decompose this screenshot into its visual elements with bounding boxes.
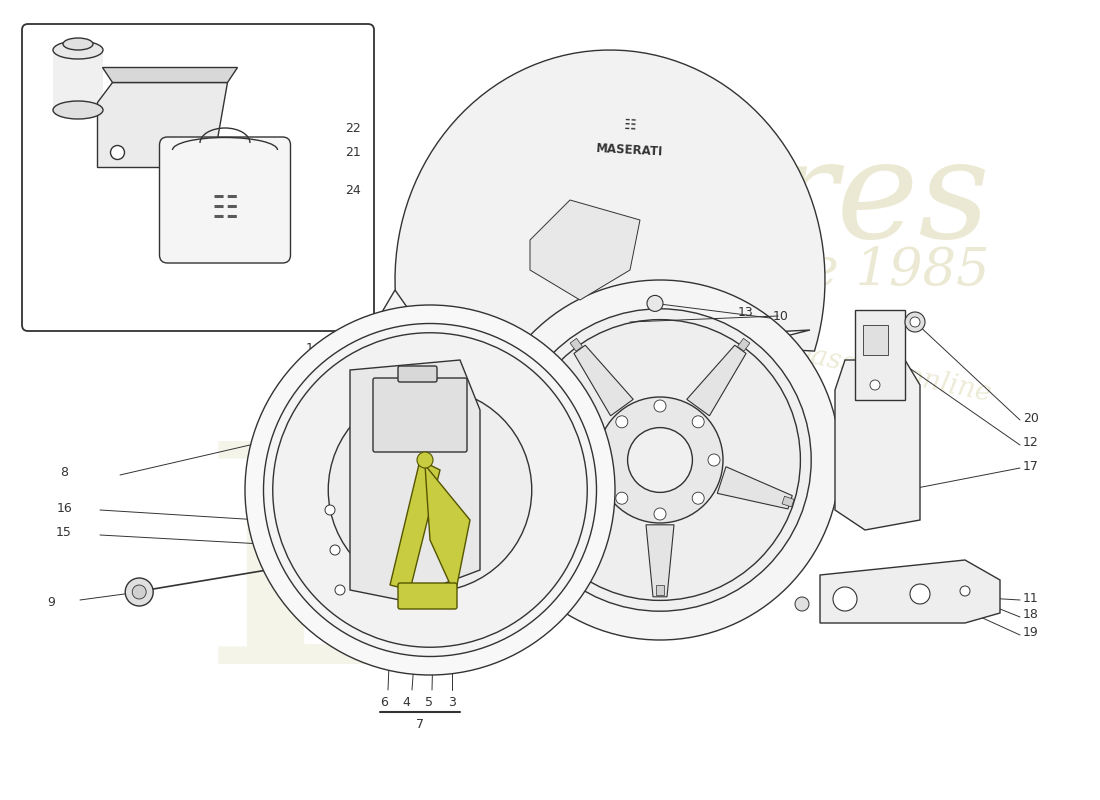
Circle shape (597, 397, 723, 523)
Circle shape (960, 586, 970, 596)
Text: ☷: ☷ (624, 118, 637, 132)
Circle shape (417, 452, 433, 468)
Bar (656, 585, 664, 594)
Circle shape (330, 545, 340, 555)
Text: 2: 2 (306, 366, 313, 378)
Bar (526, 496, 538, 507)
Circle shape (480, 280, 840, 640)
Polygon shape (390, 460, 440, 590)
Text: 13: 13 (737, 306, 754, 319)
Circle shape (905, 312, 925, 332)
Circle shape (393, 453, 468, 527)
Text: 17: 17 (1023, 459, 1038, 473)
Text: 9: 9 (47, 595, 55, 609)
Circle shape (692, 416, 704, 428)
Bar (738, 338, 750, 351)
Text: 16: 16 (56, 502, 72, 514)
Circle shape (795, 597, 808, 611)
Ellipse shape (53, 41, 103, 59)
Text: E: E (204, 432, 437, 728)
Circle shape (692, 492, 704, 504)
FancyBboxPatch shape (373, 378, 468, 452)
Polygon shape (686, 346, 746, 416)
Circle shape (654, 400, 666, 412)
Text: 11: 11 (1023, 591, 1038, 605)
Text: 14: 14 (332, 386, 348, 398)
Polygon shape (820, 560, 1000, 623)
Circle shape (328, 388, 531, 592)
Polygon shape (835, 360, 920, 530)
Circle shape (600, 454, 612, 466)
Text: 4: 4 (402, 695, 410, 709)
Circle shape (654, 508, 666, 520)
Circle shape (110, 146, 124, 159)
Text: 19: 19 (1023, 626, 1038, 639)
FancyBboxPatch shape (398, 583, 456, 609)
Text: 5: 5 (425, 695, 433, 709)
Text: 3: 3 (448, 695, 455, 709)
Text: 20: 20 (1023, 411, 1038, 425)
Polygon shape (717, 466, 792, 509)
Circle shape (628, 427, 692, 492)
Circle shape (336, 585, 345, 595)
Polygon shape (395, 50, 825, 360)
Circle shape (324, 505, 336, 515)
Text: 6: 6 (379, 695, 388, 709)
Text: since 1985: since 1985 (701, 245, 990, 295)
Polygon shape (300, 290, 430, 500)
Text: 1: 1 (306, 342, 313, 354)
Circle shape (708, 454, 720, 466)
Text: 8: 8 (60, 466, 68, 478)
Ellipse shape (63, 38, 94, 50)
Bar (570, 338, 582, 351)
Circle shape (833, 587, 857, 611)
Text: 7: 7 (416, 718, 424, 730)
Text: ☷: ☷ (211, 195, 239, 225)
FancyBboxPatch shape (22, 24, 374, 331)
Circle shape (616, 492, 628, 504)
Polygon shape (102, 67, 238, 82)
Circle shape (870, 380, 880, 390)
Text: 21: 21 (345, 146, 361, 159)
Text: 18: 18 (1023, 609, 1038, 622)
Ellipse shape (53, 101, 103, 119)
Circle shape (616, 416, 628, 428)
Circle shape (910, 317, 920, 327)
Polygon shape (646, 525, 674, 597)
Text: 24: 24 (345, 183, 361, 197)
Circle shape (245, 305, 615, 675)
Text: 12: 12 (1023, 437, 1038, 450)
Text: 15: 15 (56, 526, 72, 539)
Circle shape (519, 319, 801, 600)
Polygon shape (530, 200, 640, 300)
Text: res: res (770, 133, 990, 267)
Circle shape (509, 309, 811, 611)
Bar (782, 496, 794, 507)
Polygon shape (425, 465, 470, 595)
Text: MASERATI: MASERATI (596, 142, 664, 158)
Bar (855, 310, 905, 400)
Polygon shape (528, 466, 603, 509)
Polygon shape (98, 82, 228, 167)
Circle shape (910, 584, 930, 604)
Bar (864, 325, 888, 355)
Circle shape (273, 333, 587, 647)
Circle shape (132, 585, 146, 599)
FancyBboxPatch shape (160, 137, 290, 263)
Polygon shape (350, 360, 480, 600)
Polygon shape (574, 346, 634, 416)
Text: 10: 10 (773, 310, 789, 322)
Text: 22: 22 (345, 122, 361, 134)
Circle shape (125, 578, 153, 606)
Text: a passion online: a passion online (766, 333, 994, 407)
Bar (53, 50, 103, 110)
FancyBboxPatch shape (398, 366, 437, 382)
Circle shape (647, 295, 663, 311)
Circle shape (264, 323, 596, 657)
